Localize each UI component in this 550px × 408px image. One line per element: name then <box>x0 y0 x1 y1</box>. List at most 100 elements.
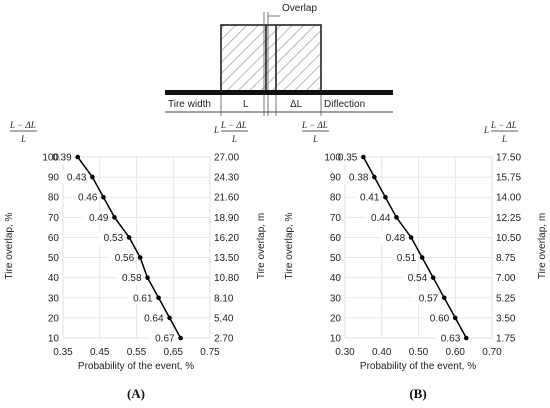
right-fraction-prefix-a: L <box>213 125 219 135</box>
left-fraction-denominator-b: L <box>312 134 318 144</box>
data-point <box>361 154 366 160</box>
x-ticks-a: 0.35 0.45 0.55 0.65 0.75 <box>53 347 220 358</box>
panel-label-b: (B) <box>409 386 426 401</box>
data-point <box>394 215 399 220</box>
y-tick-label: 20 <box>330 313 342 324</box>
data-point <box>101 194 106 200</box>
y2-tick-label: 5.40 <box>214 313 234 324</box>
y2-ticks-a: 2.70 5.40 8.10 10.80 13.50 16.20 18.90 21.60 24.… <box>214 153 239 345</box>
right-fraction-numerator-b: L − ΔL <box>490 120 517 130</box>
data-label-background <box>61 170 88 184</box>
y2-tick-label: 7.00 <box>496 273 516 284</box>
y-tick-label: 70 <box>48 213 60 224</box>
panel-label-a: (A) <box>127 386 145 401</box>
y2-tick-label: 13.50 <box>214 253 239 264</box>
y2-tick-label: 16.20 <box>214 233 239 244</box>
ground-bar <box>165 90 393 95</box>
l-label: L <box>243 99 249 110</box>
y2-tick-label: 24.30 <box>214 173 239 184</box>
y2-axis-label-b: Tire overlap, m <box>537 213 548 279</box>
data-label-background <box>391 251 418 265</box>
data-label: 0.43 <box>67 173 87 184</box>
y2-tick-label: 17.50 <box>496 153 521 164</box>
y2-tick-label: 27.00 <box>214 153 239 164</box>
y-tick-label: 10 <box>330 334 342 345</box>
y-tick-label: 60 <box>48 233 60 244</box>
y-tick-label: 90 <box>330 173 342 184</box>
y-tick-label: 100 <box>42 153 59 164</box>
left-fraction-numerator-b: L − ΔL <box>301 120 328 130</box>
y2-tick-label: 10.50 <box>496 233 521 244</box>
data-point <box>75 154 80 160</box>
series-line-b <box>362 156 467 339</box>
data-label-background <box>109 251 136 265</box>
y-tick-label: 80 <box>48 193 60 204</box>
y-tick-label: 40 <box>48 273 60 284</box>
data-point <box>178 335 183 341</box>
data-label: 0.63 <box>441 334 461 345</box>
data-point <box>372 174 377 180</box>
gridlines-b <box>344 156 493 339</box>
y-tick-label: 20 <box>48 313 60 324</box>
data-label: 0.67 <box>155 334 175 345</box>
x-tick-label: 0.40 <box>372 347 392 358</box>
deflection-label: Diflection <box>324 99 365 110</box>
left-fraction-denominator-a: L <box>20 134 26 144</box>
right-fraction-denominator-a: L <box>231 134 237 144</box>
tire-overlap-diagram: Overlap Tire width L ΔL Diflection <box>165 3 393 116</box>
y-tick-label: 50 <box>330 253 342 264</box>
y2-tick-label: 10.80 <box>214 273 239 284</box>
right-fraction-prefix-b: L <box>483 125 489 135</box>
y-ticks-b: 10 20 30 40 50 60 70 80 90 100 <box>324 153 341 345</box>
data-label-background <box>380 230 407 244</box>
data-label-background <box>424 311 451 325</box>
points-b <box>361 154 469 341</box>
y-ticks-a: 10 20 30 40 50 60 70 80 90 100 <box>42 153 59 345</box>
data-label: 0.58 <box>122 273 142 284</box>
data-label-background <box>116 271 143 285</box>
y2-ticks-b: 1.75 3.50 5.25 7.00 8.75 10.50 12.25 14.00 15.75… <box>496 153 521 345</box>
y-tick-label: 80 <box>330 193 342 204</box>
data-label-background <box>149 331 176 345</box>
y2-tick-label: 2.70 <box>214 334 234 345</box>
right-fraction-denominator-b: L <box>501 134 507 144</box>
data-label-background <box>98 230 125 244</box>
y-tick-label: 30 <box>330 293 342 304</box>
data-label-background <box>138 311 165 325</box>
data-label: 0.56 <box>115 253 135 264</box>
data-label-background <box>127 291 154 305</box>
tire-width-label: Tire width <box>168 99 211 110</box>
y2-tick-label: 1.75 <box>496 334 516 345</box>
y-axis-label-b: Tire overlap, % <box>284 212 295 279</box>
series-line-a <box>77 156 182 339</box>
points-a <box>75 154 183 341</box>
x-tick-label: 0.75 <box>200 347 220 358</box>
overlap-label: Overlap <box>282 3 317 14</box>
data-point <box>145 275 150 280</box>
y2-tick-label: 8.75 <box>496 253 516 264</box>
data-label: 0.46 <box>78 193 98 204</box>
data-label: 0.35 <box>338 153 358 164</box>
x-tick-label: 0.60 <box>446 347 466 358</box>
y-tick-label: 90 <box>48 173 60 184</box>
gridlines-a <box>62 156 211 339</box>
data-label-background <box>413 291 440 305</box>
x-tick-label: 0.45 <box>90 347 110 358</box>
data-label-background <box>365 210 392 224</box>
data-label: 0.53 <box>104 233 124 244</box>
x-tick-label: 0.65 <box>164 347 184 358</box>
x-tick-label: 0.70 <box>482 347 502 358</box>
data-point <box>408 235 414 240</box>
data-label: 0.60 <box>430 313 450 324</box>
data-point <box>383 194 388 200</box>
data-point <box>156 295 161 301</box>
data-point <box>430 275 436 280</box>
x-tick-label: 0.30 <box>335 347 355 358</box>
data-label: 0.54 <box>408 273 428 284</box>
data-point <box>137 255 143 260</box>
data-label-background <box>343 170 370 184</box>
y-tick-label: 70 <box>330 213 342 224</box>
y2-tick-label: 15.75 <box>496 173 521 184</box>
x-axis-label-a: Probability of the event, % <box>78 361 194 372</box>
y2-tick-label: 3.50 <box>496 313 516 324</box>
